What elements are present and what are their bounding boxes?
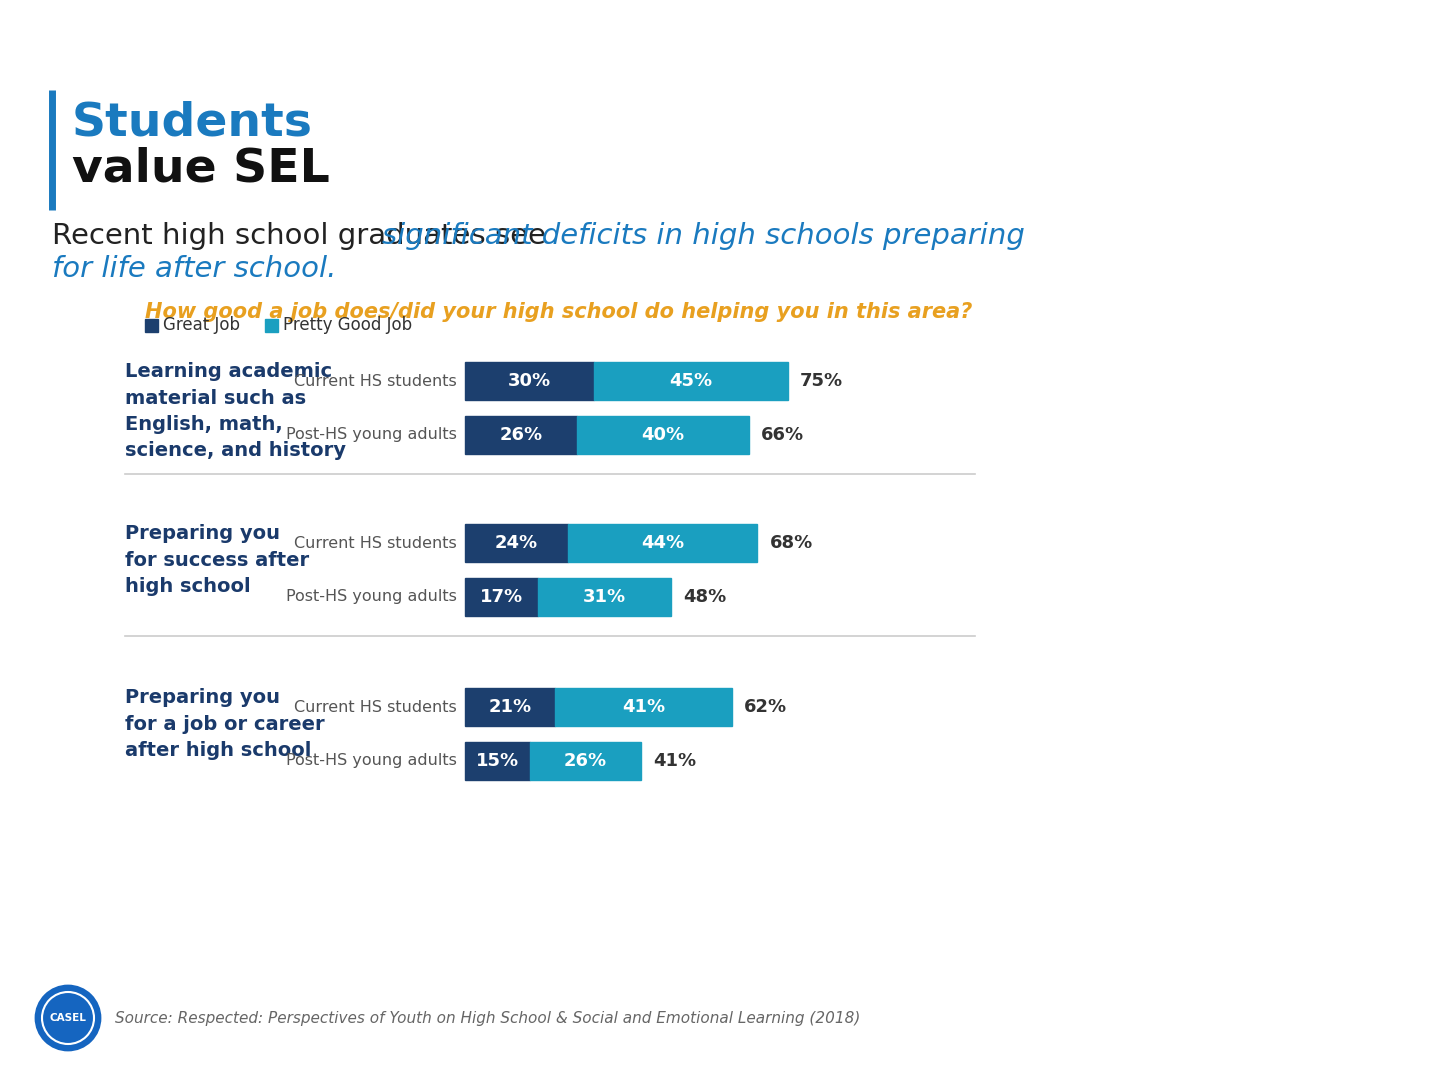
Bar: [539, 578, 671, 616]
Bar: [465, 416, 577, 454]
Text: 41%: 41%: [654, 752, 697, 770]
Text: Recent high school graduates see: Recent high school graduates see: [52, 222, 556, 249]
Text: Current HS students: Current HS students: [294, 536, 456, 551]
Text: 68%: 68%: [769, 534, 812, 552]
Bar: [465, 578, 539, 616]
Text: Preparing you
for success after
high school: Preparing you for success after high sch…: [125, 524, 310, 596]
Text: 21%: 21%: [488, 698, 531, 716]
Text: Learning academic
material such as
English, math,
science, and history: Learning academic material such as Engli…: [125, 362, 346, 460]
Text: How good a job does/did your high school do helping you in this area?: How good a job does/did your high school…: [145, 302, 972, 322]
Text: Post-HS young adults: Post-HS young adults: [287, 428, 456, 443]
Text: 17%: 17%: [480, 588, 523, 606]
Text: 24%: 24%: [495, 534, 539, 552]
Text: 15%: 15%: [475, 752, 518, 770]
Bar: [556, 688, 732, 726]
Text: Students: Students: [72, 100, 312, 145]
Bar: [465, 688, 556, 726]
Text: CASEL: CASEL: [49, 1013, 86, 1023]
Text: Current HS students: Current HS students: [294, 374, 456, 389]
Text: 26%: 26%: [564, 752, 608, 770]
Text: Post-HS young adults: Post-HS young adults: [287, 754, 456, 769]
Bar: [145, 319, 158, 332]
Text: 75%: 75%: [799, 372, 842, 390]
Bar: [465, 524, 569, 562]
Text: 40%: 40%: [641, 426, 684, 444]
Text: 26%: 26%: [500, 426, 543, 444]
Bar: [265, 319, 278, 332]
Bar: [465, 362, 595, 400]
Text: 48%: 48%: [684, 588, 727, 606]
Text: significant deficits in high schools preparing: significant deficits in high schools pre…: [382, 222, 1025, 249]
Bar: [465, 742, 530, 780]
Text: for life after school.: for life after school.: [52, 255, 337, 283]
Text: Source: Respected: Perspectives of Youth on High School & Social and Emotional L: Source: Respected: Perspectives of Youth…: [115, 1011, 860, 1026]
Text: Great Job: Great Job: [163, 316, 240, 335]
Bar: [569, 524, 757, 562]
Bar: [530, 742, 641, 780]
Text: 66%: 66%: [760, 426, 804, 444]
Text: Preparing you
for a job or career
after high school: Preparing you for a job or career after …: [125, 688, 324, 760]
Text: 41%: 41%: [622, 698, 665, 716]
Text: 45%: 45%: [670, 372, 713, 390]
Bar: [595, 362, 788, 400]
Bar: [577, 416, 749, 454]
Text: Post-HS young adults: Post-HS young adults: [287, 590, 456, 605]
Circle shape: [36, 986, 99, 1050]
Text: value SEL: value SEL: [72, 147, 330, 192]
Text: 44%: 44%: [641, 534, 684, 552]
Text: 30%: 30%: [508, 372, 552, 390]
Text: 62%: 62%: [743, 698, 786, 716]
Text: 31%: 31%: [583, 588, 626, 606]
Text: Pretty Good Job: Pretty Good Job: [284, 316, 412, 335]
Text: Current HS students: Current HS students: [294, 700, 456, 715]
